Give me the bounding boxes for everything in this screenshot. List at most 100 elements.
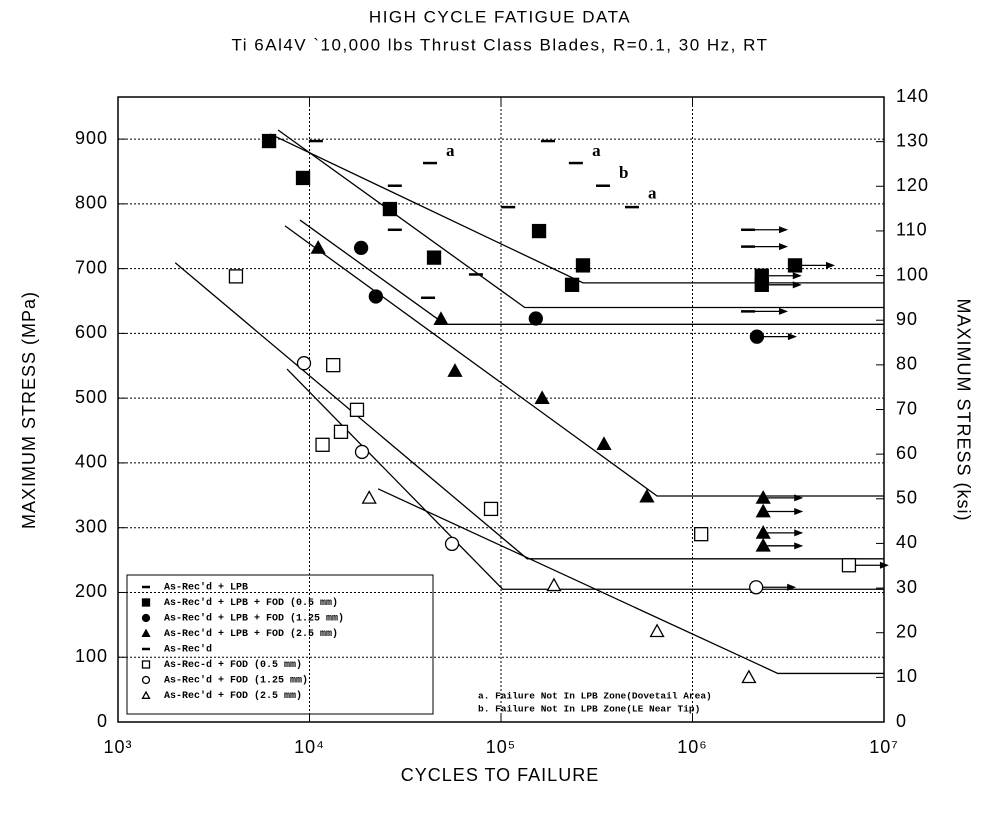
y-tick-label: 0 — [97, 711, 108, 731]
data-point — [349, 402, 365, 417]
data-point — [444, 536, 460, 552]
fit-line — [269, 133, 884, 284]
x-tick-label: 10⁵ — [486, 737, 516, 757]
y2-tick-label: 60 — [896, 443, 918, 463]
legend-box — [126, 574, 434, 715]
x-axis-label: CYCLES TO FAILURE — [401, 765, 599, 785]
data-point — [741, 669, 757, 684]
data-point — [596, 436, 612, 450]
data-point — [639, 488, 655, 503]
data-point — [528, 311, 543, 326]
runout-arrow-head — [794, 494, 804, 502]
chart-title: HIGH CYCLE FATIGUE DATA — [369, 7, 631, 26]
legend-label: As-Rec'd — [164, 644, 212, 656]
legend-marker — [141, 660, 151, 669]
y2-tick-label: 50 — [896, 488, 918, 508]
y2-tick-label: 80 — [896, 354, 918, 374]
data-point — [382, 201, 398, 217]
data-point — [755, 537, 771, 552]
annotation: a — [592, 141, 601, 160]
y-axis-label: MAXIMUM STRESS (MPa) — [19, 291, 39, 529]
data-point — [564, 277, 580, 292]
x-tick-label: 10⁶ — [677, 737, 707, 757]
note: a. Failure Not In LPB Zone(Dovetail Area… — [478, 691, 712, 702]
data-point — [433, 311, 449, 325]
legend-label: As-Rec'd + LPB + FOD (1.25 mm) — [164, 613, 344, 625]
annotation: a — [446, 141, 455, 160]
y-tick-label: 800 — [75, 193, 108, 213]
runout-arrow-head — [826, 261, 836, 269]
legend-marker — [141, 598, 151, 607]
data-point — [326, 357, 341, 373]
y2-tick-label: 130 — [896, 130, 929, 150]
y-tick-label: 100 — [75, 646, 108, 666]
y2-axis-label: MAXIMUM STRESS (ksi) — [953, 298, 973, 521]
data-point — [749, 580, 764, 595]
y-tick-label: 500 — [75, 387, 108, 407]
y-tick-label: 300 — [75, 516, 108, 536]
y2-tick-label: 110 — [896, 220, 928, 240]
data-point — [315, 437, 330, 452]
data-point — [754, 268, 769, 283]
fit-line — [277, 129, 884, 309]
runout-arrow-head — [779, 307, 789, 315]
data-point — [483, 501, 499, 517]
legend-label: As-Rec'd + LPB + FOD (2.5 mm) — [164, 628, 338, 640]
legend-label: As-Rec'd + FOD (1.25 mm) — [164, 675, 308, 687]
data-point — [694, 527, 709, 542]
data-point — [546, 577, 562, 592]
y-tick-label: 600 — [75, 322, 108, 342]
runout-arrow-head — [879, 561, 889, 569]
runout-arrow-head — [792, 272, 802, 280]
y-tick-label: 200 — [75, 581, 108, 601]
data-point — [261, 133, 277, 149]
data-point — [755, 503, 771, 518]
legend-label: As-Rec'd + LPB — [164, 582, 248, 594]
fit-line — [286, 368, 884, 590]
legend-label: As-Rec-d + FOD (0.5 mm) — [164, 659, 302, 671]
y-tick-label: 900 — [75, 128, 108, 148]
fit-line — [377, 488, 884, 675]
legend-label: As-Rec'd + FOD (2.5 mm) — [164, 690, 302, 702]
legend-marker — [141, 628, 151, 637]
legend-marker — [141, 613, 151, 623]
data-point — [787, 258, 803, 273]
runout-arrow-head — [787, 333, 797, 341]
y-tick-label: 700 — [75, 257, 108, 277]
runout-arrow-head — [794, 508, 804, 516]
y2-tick-label: 70 — [896, 398, 918, 418]
y-tick-label: 400 — [75, 452, 108, 472]
fit-line — [174, 262, 884, 560]
legend-label: As-Rec'd + LPB + FOD (0.5 mm) — [164, 597, 338, 609]
x-tick-label: 10⁴ — [294, 737, 325, 757]
data-point — [368, 289, 383, 304]
runout-arrow-head — [794, 542, 804, 550]
data-point — [649, 623, 665, 638]
data-point — [310, 240, 326, 254]
fit-line — [284, 225, 884, 497]
data-point — [295, 170, 311, 186]
runout-arrow-head — [794, 529, 804, 537]
data-point — [749, 329, 765, 344]
y2-tick-label: 90 — [896, 309, 918, 329]
y2-tick-label: 100 — [896, 264, 929, 284]
data-point — [354, 444, 370, 460]
annotation: a — [648, 184, 657, 203]
data-point — [755, 490, 771, 504]
y2-tick-label: 120 — [896, 175, 929, 195]
data-point — [841, 558, 857, 573]
data-point — [534, 390, 550, 405]
y2-tick-label: 0 — [896, 711, 907, 731]
data-point — [353, 240, 369, 256]
legend-marker — [141, 675, 151, 685]
y2-tick-label: 30 — [896, 577, 918, 597]
data-point — [447, 363, 463, 377]
x-tick-label: 10³ — [103, 737, 132, 757]
data-point — [361, 490, 377, 504]
data-point — [296, 356, 312, 371]
data-point — [333, 424, 349, 439]
data-point — [228, 269, 244, 284]
data-point — [531, 223, 547, 239]
runout-arrow-head — [787, 583, 797, 591]
